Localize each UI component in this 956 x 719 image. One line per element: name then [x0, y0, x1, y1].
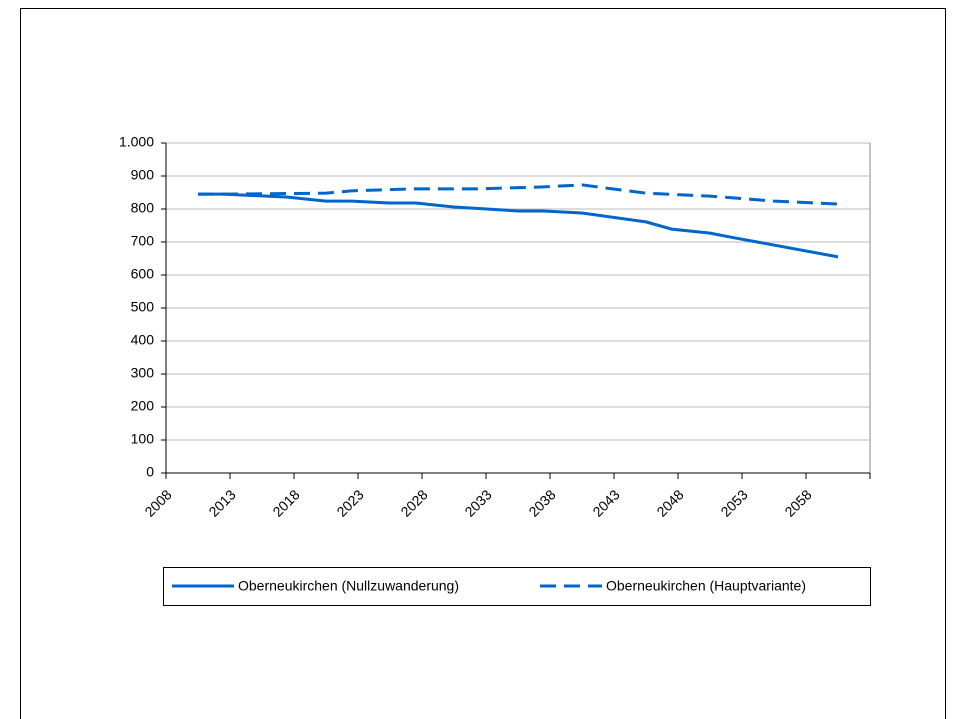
x-tick-label: 2043: [589, 486, 622, 519]
x-tick-label: 2033: [461, 486, 494, 519]
y-tick-label: 0: [146, 464, 154, 480]
x-tick-label: 2008: [141, 486, 174, 519]
chart-frame: [20, 8, 946, 719]
x-tick-label: 2038: [525, 486, 558, 519]
y-tick-label: 100: [131, 431, 155, 447]
y-tick-label: 900: [131, 167, 155, 183]
y-tick-label: 200: [131, 398, 155, 414]
x-tick-label: 2013: [205, 486, 238, 519]
y-tick-label: 500: [131, 299, 155, 315]
y-tick-label: 700: [131, 233, 155, 249]
series-line: [198, 192, 839, 259]
x-tick-label: 2048: [653, 486, 686, 519]
x-tick-label: 2018: [269, 486, 302, 519]
y-tick-label: 600: [131, 266, 155, 282]
y-tick-label: 400: [131, 332, 155, 348]
legend-label: Oberneukirchen (Nullzuwanderung): [238, 578, 459, 594]
y-tick-label: 1.000: [119, 134, 154, 150]
y-tick-label: 800: [131, 200, 155, 216]
legend-label: Oberneukirchen (Hauptvariante): [606, 578, 806, 594]
series-line: [198, 183, 839, 206]
x-tick-label: 2023: [333, 486, 366, 519]
y-tick-label: 300: [131, 365, 155, 381]
legend-box: [163, 567, 871, 606]
x-tick-label: 2028: [397, 486, 430, 519]
x-tick-label: 2053: [717, 486, 750, 519]
x-tick-label: 2058: [781, 486, 814, 519]
